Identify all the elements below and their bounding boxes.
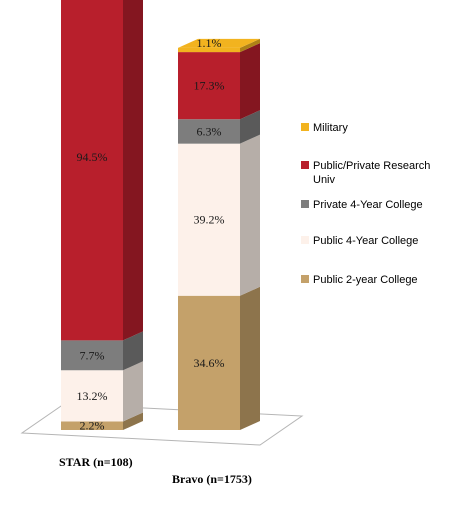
legend-swatch bbox=[301, 200, 309, 208]
legend-swatch bbox=[301, 275, 309, 283]
bar-0-public-2-year-college-front bbox=[61, 421, 123, 430]
bar-0-public-4-year-college-side bbox=[123, 361, 143, 422]
bar-1-public-2-year-college-side bbox=[240, 286, 260, 430]
legend-label: Private 4-Year College bbox=[313, 199, 423, 211]
bar-0-private-4-year-college-side bbox=[123, 331, 143, 371]
bar-1-military-top bbox=[178, 38, 260, 48]
bar-0-public-2-year-college-side bbox=[123, 412, 143, 430]
data-label: 13.2% bbox=[77, 389, 108, 403]
bar-1-private-4-year-college-side bbox=[240, 110, 260, 144]
legend-swatch bbox=[301, 123, 309, 131]
bar-0-private-4-year-college-front bbox=[61, 340, 123, 371]
data-label: 94.5% bbox=[77, 150, 108, 164]
bar-1-military-side bbox=[240, 38, 260, 53]
legend-swatch bbox=[301, 236, 309, 244]
category-label: STAR (n=108) bbox=[59, 455, 133, 469]
legend-label: Public 4-Year College bbox=[313, 235, 418, 247]
bar-1-public-4-year-college-front bbox=[178, 143, 240, 296]
data-label: 34.6% bbox=[194, 356, 225, 370]
data-label: 17.3% bbox=[194, 79, 225, 93]
category-label: Bravo (n=1753) bbox=[172, 472, 252, 486]
bar-0-public-private-research-univ-side bbox=[123, 0, 143, 341]
legend-label: Univ bbox=[313, 174, 336, 186]
bar-1-public-2-year-college-front bbox=[178, 295, 240, 430]
data-label: 1.1% bbox=[197, 36, 222, 50]
legend-label: Public/Private Research bbox=[313, 160, 430, 172]
data-label: 2.2% bbox=[80, 419, 105, 433]
bar-1-public-private-research-univ-side bbox=[240, 43, 260, 120]
data-label: 7.7% bbox=[80, 348, 105, 362]
legend-label: Military bbox=[313, 122, 348, 134]
bar-0-public-4-year-college-front bbox=[61, 370, 123, 422]
bar-1-public-private-research-univ-front bbox=[178, 52, 240, 120]
data-label: 39.2% bbox=[194, 213, 225, 227]
bar-0-public-private-research-univ-front bbox=[61, 0, 123, 341]
bar-1-military-front bbox=[178, 47, 240, 53]
legend-label: Public 2-year College bbox=[313, 274, 418, 286]
data-label: 6.3% bbox=[197, 124, 222, 138]
legend-swatch bbox=[301, 161, 309, 169]
bar-1-private-4-year-college-front bbox=[178, 119, 240, 144]
bar-1-public-4-year-college-side bbox=[240, 134, 260, 296]
